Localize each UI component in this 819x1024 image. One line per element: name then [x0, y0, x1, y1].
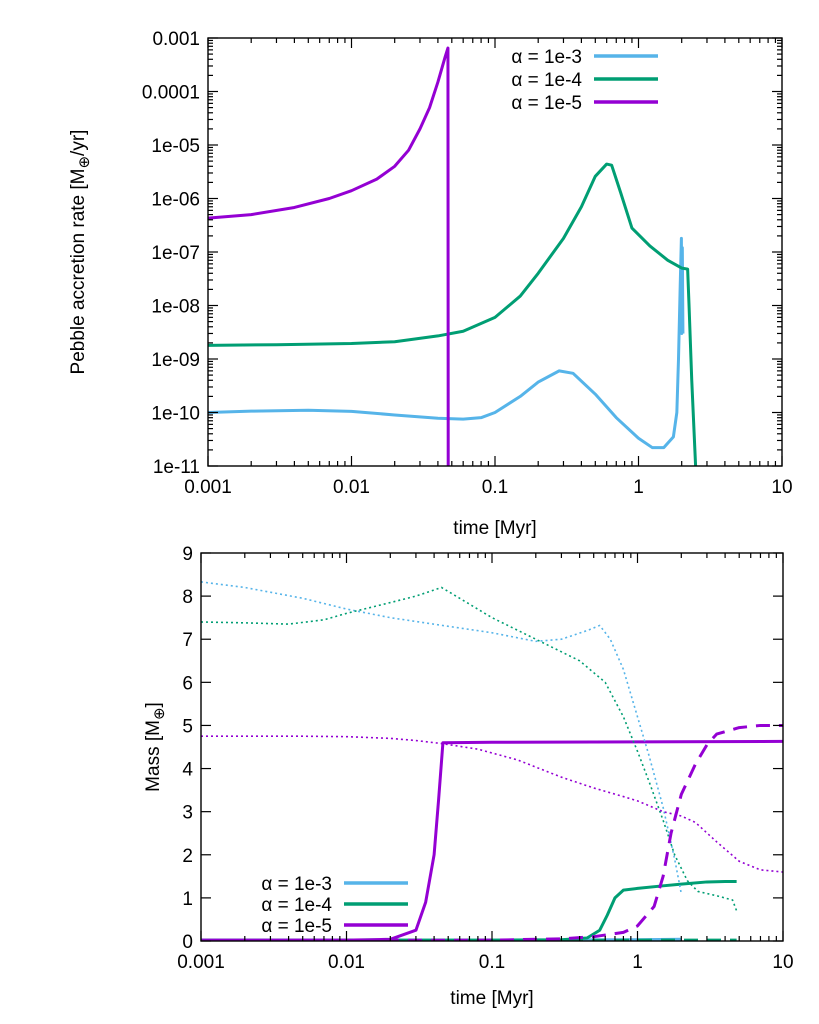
- mass-y-tick-label: 3: [182, 803, 193, 824]
- mass-series--1e-4-solid-1: [201, 880, 737, 941]
- mass-y-tick-label: 6: [182, 673, 193, 694]
- mass-y-tick-label: 2: [182, 846, 193, 867]
- mass-y-tick-label: 4: [182, 760, 193, 781]
- accretion-y-tick-label: 1e-05: [151, 136, 200, 157]
- accretion-legend: α = 1e-3α = 1e-4α = 1e-5: [511, 47, 658, 114]
- mass-x-tick-label: 0.01: [328, 952, 365, 973]
- mass-series-line-dotted-5: [201, 735, 783, 873]
- legend-label: α = 1e-5: [511, 93, 582, 114]
- accretion-chart: 0.001 0.01 0.1 1 10 1e-11 1e-10 1e-09 1e-08 1e-07…: [68, 29, 793, 539]
- mass-series-line-dashed-7: [201, 723, 783, 941]
- mass-x-axis-label: time [Myr]: [450, 988, 533, 1009]
- mass-y-tick-label: 9: [182, 544, 193, 565]
- accretion-series-group: [208, 46, 698, 466]
- mass-series-group: [201, 581, 783, 941]
- mass-y-tick-label: 5: [182, 716, 193, 737]
- mass-y-tick-label: 7: [182, 630, 193, 651]
- mass-legend: α = 1e-3α = 1e-4α = 1e-5: [261, 874, 408, 937]
- mass-series-line-dotted-4: [201, 586, 738, 912]
- mass-chart: 0.001 0.01 0.1 1 10 0 1 2 3 4 5 6 7 8 9 time [Myr] Mass …: [143, 544, 794, 1009]
- accretion-y-tick-label: 0.0001: [142, 83, 200, 104]
- y-label-main: Pebble accretion rate [M: [68, 169, 89, 375]
- accretion-series--1e-4-solid-1: [208, 162, 698, 466]
- mass-x-tick-label: 10: [772, 952, 793, 973]
- legend-label: α = 1e-3: [511, 47, 582, 68]
- mass-y-tick-label: 8: [182, 587, 193, 608]
- mass-series-line-dotted-3: [201, 581, 683, 894]
- accretion-y-tick-label: 1e-10: [151, 404, 200, 425]
- accretion-y-tick-label: 0.001: [152, 29, 200, 50]
- accretion-y-axis-label: Pebble accretion rate [M⊕/yr]: [68, 130, 93, 375]
- accretion-y-tick-label: 1e-06: [151, 190, 200, 211]
- y-label-main: Mass [M: [143, 720, 164, 792]
- legend-label: α = 1e-4: [511, 70, 582, 91]
- y-label-end: ]: [143, 702, 164, 707]
- accretion-plot-frame: [207, 37, 783, 467]
- accretion-x-axis-label: time [Myr]: [453, 518, 536, 539]
- mass-x-tick-label: 0.1: [479, 952, 505, 973]
- legend-label: α = 1e-3: [261, 874, 332, 895]
- accretion-y-tick-label: 1e-11: [153, 457, 200, 478]
- accretion-x-tick-label: 0.001: [184, 477, 232, 498]
- y-label-end: /yr]: [68, 130, 89, 156]
- accretion-x-tick-label: 0.1: [482, 477, 508, 498]
- legend-label: α = 1e-5: [261, 916, 332, 937]
- mass-x-tick-label: 1: [632, 952, 643, 973]
- y-label-subscript: ⊕: [76, 156, 93, 169]
- legend-label: α = 1e-4: [261, 895, 332, 916]
- mass-x-tick-label: 0.001: [177, 952, 225, 973]
- mass-y-tick-label: 1: [182, 889, 193, 910]
- accretion-y-tick-label: 1e-07: [151, 243, 200, 264]
- mass-y-tick-label: 0: [182, 932, 193, 953]
- accretion-series--1e-3-solid-0: [208, 236, 685, 450]
- accretion-y-tick-label: 1e-08: [151, 297, 200, 318]
- mass-y-axis-label: Mass [M⊕]: [143, 702, 168, 792]
- accretion-series--1e-5-solid-2: [208, 46, 450, 466]
- accretion-x-tick-label: 0.01: [333, 477, 370, 498]
- accretion-y-tick-label: 1e-09: [151, 350, 200, 371]
- y-label-subscript: ⊕: [151, 707, 168, 720]
- accretion-x-tick-label: 1: [633, 477, 644, 498]
- accretion-x-tick-label: 10: [771, 477, 792, 498]
